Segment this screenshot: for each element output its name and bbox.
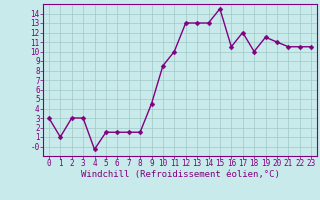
X-axis label: Windchill (Refroidissement éolien,°C): Windchill (Refroidissement éolien,°C) [81,170,279,179]
